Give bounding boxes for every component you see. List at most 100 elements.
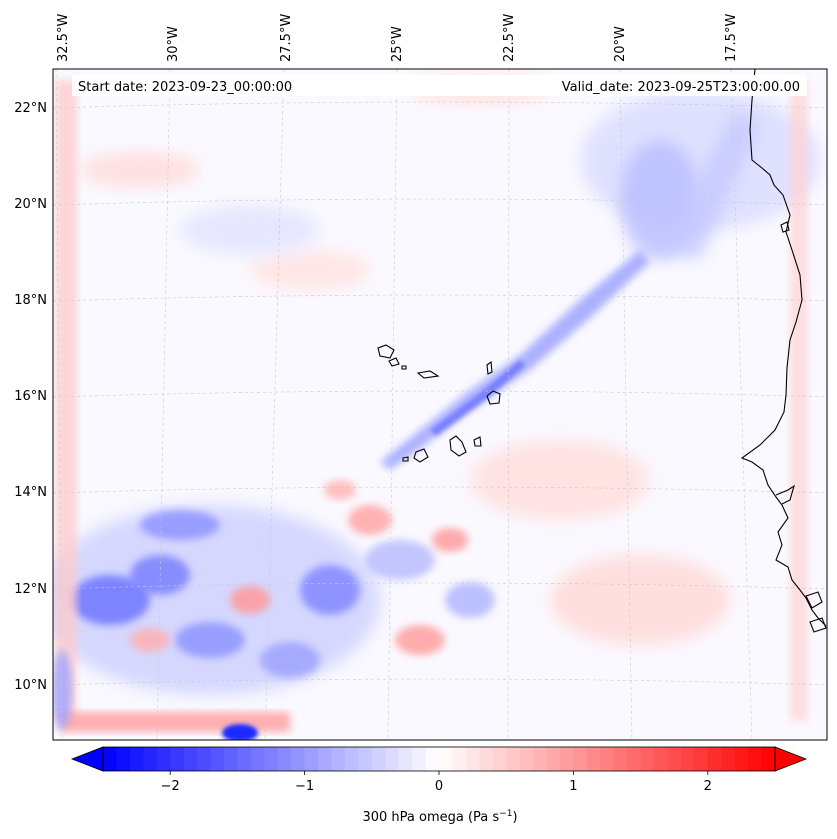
colorbar-band [291,747,306,771]
lon-label: 30°W [166,26,181,62]
meridian-25w [387,69,398,740]
coastline-canary-small [780,221,790,233]
colorbar-band [667,747,682,771]
colorbar-tick-label: 1 [569,779,577,794]
meridian-30w [156,69,171,740]
omega-cell-red-5 [432,528,468,552]
map-header: Start date: 2023-09-23_00:00:00 Valid_da… [72,75,807,96]
colorbar-label-close: ) [512,810,517,825]
colorbar-band [425,747,440,771]
colorbar-band [707,747,722,771]
colorbar-band [533,747,548,771]
longitude-labels: 32.5°W 30°W 27.5°W 25°W 22.5°W 20°W 17.5… [56,14,739,62]
lon-label: 22.5°W [502,14,517,62]
lon-label: 17.5°W [724,14,739,62]
colorbar-extend-high [774,746,808,772]
gridlines [53,69,827,740]
omega-cell-8 [445,582,495,618]
colorbar-band [103,747,118,771]
colorbar-band [197,747,212,771]
parallel-18n [53,294,827,302]
colorbar-band [519,747,534,771]
island-sao-nicolau [416,370,440,379]
colorbar-band [479,747,494,771]
colorbar-band [344,747,359,771]
colorbar-tick-label: 2 [704,779,712,794]
meridian-32-5w [55,69,63,740]
omega-patch-blue-mid [180,205,320,255]
latitude-labels: 22°N 20°N 18°N 16°N 14°N 12°N 10°N [14,101,47,693]
lat-label: 22°N [14,101,47,116]
colorbar-band [452,747,467,771]
header-background [72,75,807,96]
coastline-guinea-islands [805,591,827,633]
omega-patch-pink-5 [250,250,370,290]
omega-band-ne [660,110,760,260]
parallel-14n [53,486,827,494]
coastlines [377,69,827,633]
colorbar-band [223,747,238,771]
omega-patch-pink-3 [470,440,650,520]
omega-cell-red-1 [230,586,270,614]
meridian-27-5w [264,69,285,740]
colorbar-band [492,747,507,771]
lat-label: 20°N [14,197,47,212]
colorbar-band [264,747,279,771]
colorbar-band [358,747,373,771]
island-santo-antao [377,344,395,359]
island-maio [473,436,482,447]
lon-label: 25°W [390,26,405,62]
colorbar-band [250,747,265,771]
colorbar-extend-low [70,746,104,772]
lon-label: 32.5°W [56,14,71,62]
colorbar-band [277,747,292,771]
colorbar-band [600,747,615,771]
colorbar-band [734,747,749,771]
colorbar-tick-label: −1 [295,779,314,794]
boundary-blue-blob [222,724,258,740]
colorbar-band [546,747,561,771]
colorbar-band [237,747,252,771]
colorbar-band [465,747,480,771]
lon-label: 20°W [613,26,628,62]
lat-label: 12°N [14,582,47,597]
colorbar-band [129,747,144,771]
colorbar-band [304,747,319,771]
omega-patch-pink-4 [550,555,730,645]
colorbar-band [680,747,695,771]
omega-cell-7 [365,540,435,580]
colorbar-band [143,747,158,771]
omega-cell-red-2 [348,505,392,535]
colorbar-band [385,747,400,771]
colorbar-tick-label: −2 [161,779,180,794]
colorbar-band [156,747,171,771]
colorbar-band [573,747,588,771]
parallel-10n [53,678,827,686]
colorbar-band [613,747,628,771]
colorbar-bands [103,747,776,771]
parallel-16n [53,390,827,398]
colorbar-band [559,747,574,771]
colorbar-band [183,747,198,771]
island-fogo [413,448,429,463]
boundary-strip-west [55,80,77,720]
omega-cell-red-6 [324,480,356,500]
island-santa-luzia [401,365,407,370]
colorbar-band [210,747,225,771]
map-panel [52,68,828,741]
meridian-17-5w [730,69,753,740]
meridian-20w [619,69,633,740]
omega-cell-red-3 [395,625,445,655]
colorbar-label-text: 300 hPa omega (Pa s [362,810,499,825]
colorbar-band [318,747,333,771]
colorbar-band [116,747,131,771]
start-date-label: Start date: 2023-09-23_00:00:00 [78,80,292,95]
map-frame [52,68,828,741]
omega-cell-5 [300,565,360,615]
colorbar-band [170,747,185,771]
coastline-gambia [775,484,795,505]
colorbar-band [748,747,763,771]
colorbar-band [761,747,776,771]
island-sal [486,360,493,375]
colorbar-band [586,747,601,771]
